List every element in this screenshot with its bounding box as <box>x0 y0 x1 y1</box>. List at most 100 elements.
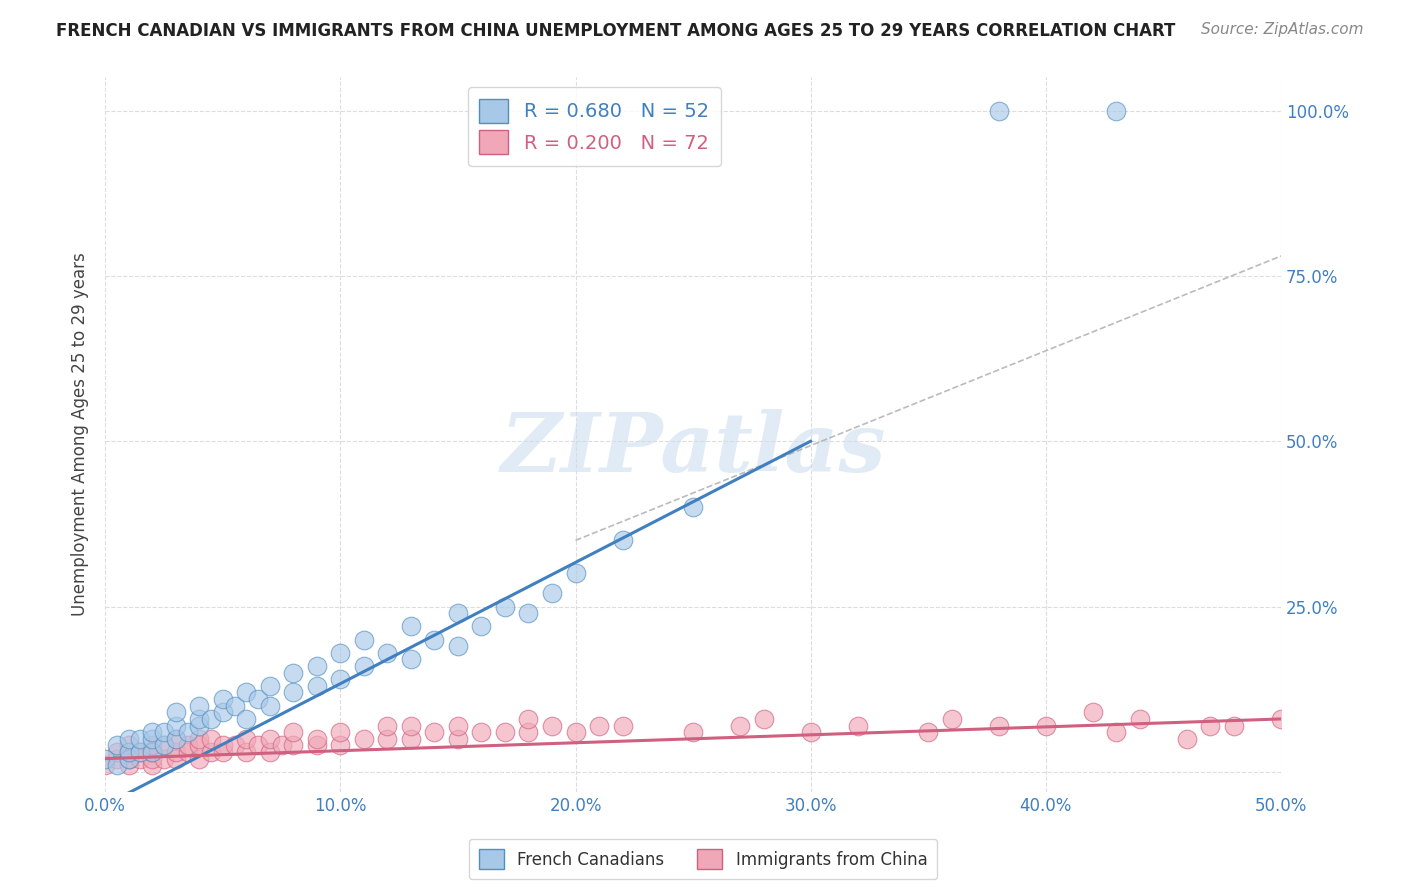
Point <box>1081 706 1104 720</box>
Point <box>283 665 305 680</box>
Point <box>846 718 869 732</box>
Point <box>153 751 176 765</box>
Point <box>141 758 163 772</box>
Point <box>682 500 704 515</box>
Point <box>94 758 117 772</box>
Point <box>423 725 446 739</box>
Point <box>305 679 328 693</box>
Point <box>105 758 128 772</box>
Point <box>329 725 352 739</box>
Point <box>153 739 176 753</box>
Point <box>188 739 211 753</box>
Point <box>399 731 422 746</box>
Point <box>211 739 233 753</box>
Point <box>517 725 540 739</box>
Point <box>235 712 257 726</box>
Point <box>1223 718 1246 732</box>
Point <box>211 706 233 720</box>
Point <box>188 698 211 713</box>
Point <box>1199 718 1222 732</box>
Point <box>224 739 246 753</box>
Point <box>141 739 163 753</box>
Point <box>987 718 1010 732</box>
Point <box>1129 712 1152 726</box>
Point <box>105 745 128 759</box>
Point <box>399 652 422 666</box>
Point <box>1270 712 1292 726</box>
Point <box>129 751 152 765</box>
Point <box>305 659 328 673</box>
Point <box>494 725 516 739</box>
Point <box>329 673 352 687</box>
Point <box>200 731 222 746</box>
Point <box>494 599 516 614</box>
Point <box>283 739 305 753</box>
Point <box>247 739 270 753</box>
Point <box>728 718 751 732</box>
Point <box>118 745 141 759</box>
Point <box>165 731 187 746</box>
Point <box>283 685 305 699</box>
Point <box>200 745 222 759</box>
Point <box>329 646 352 660</box>
Text: FRENCH CANADIAN VS IMMIGRANTS FROM CHINA UNEMPLOYMENT AMONG AGES 25 TO 29 YEARS : FRENCH CANADIAN VS IMMIGRANTS FROM CHINA… <box>56 22 1175 40</box>
Point <box>118 739 141 753</box>
Point <box>517 712 540 726</box>
Text: Source: ZipAtlas.com: Source: ZipAtlas.com <box>1201 22 1364 37</box>
Point <box>682 725 704 739</box>
Point <box>176 725 198 739</box>
Point <box>541 718 564 732</box>
Point <box>188 731 211 746</box>
Point <box>129 745 152 759</box>
Point <box>270 739 292 753</box>
Point <box>564 725 586 739</box>
Point <box>1105 103 1128 118</box>
Point <box>423 632 446 647</box>
Point <box>176 745 198 759</box>
Y-axis label: Unemployment Among Ages 25 to 29 years: Unemployment Among Ages 25 to 29 years <box>72 252 89 616</box>
Point <box>329 739 352 753</box>
Point <box>353 659 375 673</box>
Point <box>259 698 281 713</box>
Point <box>105 751 128 765</box>
Point <box>188 751 211 765</box>
Point <box>129 745 152 759</box>
Point <box>165 731 187 746</box>
Legend: R = 0.680   N = 52, R = 0.200   N = 72: R = 0.680 N = 52, R = 0.200 N = 72 <box>468 87 721 166</box>
Point <box>118 751 141 765</box>
Point <box>141 745 163 759</box>
Point <box>235 731 257 746</box>
Point <box>305 731 328 746</box>
Point <box>987 103 1010 118</box>
Point <box>165 745 187 759</box>
Point <box>447 606 470 620</box>
Point <box>165 751 187 765</box>
Point <box>118 731 141 746</box>
Point <box>94 751 117 765</box>
Point <box>1035 718 1057 732</box>
Point <box>1175 731 1198 746</box>
Point <box>305 739 328 753</box>
Point <box>165 706 187 720</box>
Point <box>165 718 187 732</box>
Point <box>141 751 163 765</box>
Point <box>105 739 128 753</box>
Point <box>377 718 399 732</box>
Point <box>259 745 281 759</box>
Point <box>399 619 422 633</box>
Point <box>447 731 470 746</box>
Legend: French Canadians, Immigrants from China: French Canadians, Immigrants from China <box>468 838 938 880</box>
Point <box>141 745 163 759</box>
Point <box>1105 725 1128 739</box>
Point <box>941 712 963 726</box>
Point <box>564 566 586 581</box>
Point <box>176 739 198 753</box>
Point <box>517 606 540 620</box>
Point <box>235 745 257 759</box>
Point <box>588 718 610 732</box>
Point <box>447 718 470 732</box>
Point <box>917 725 939 739</box>
Point <box>141 725 163 739</box>
Point <box>752 712 775 726</box>
Point <box>470 725 492 739</box>
